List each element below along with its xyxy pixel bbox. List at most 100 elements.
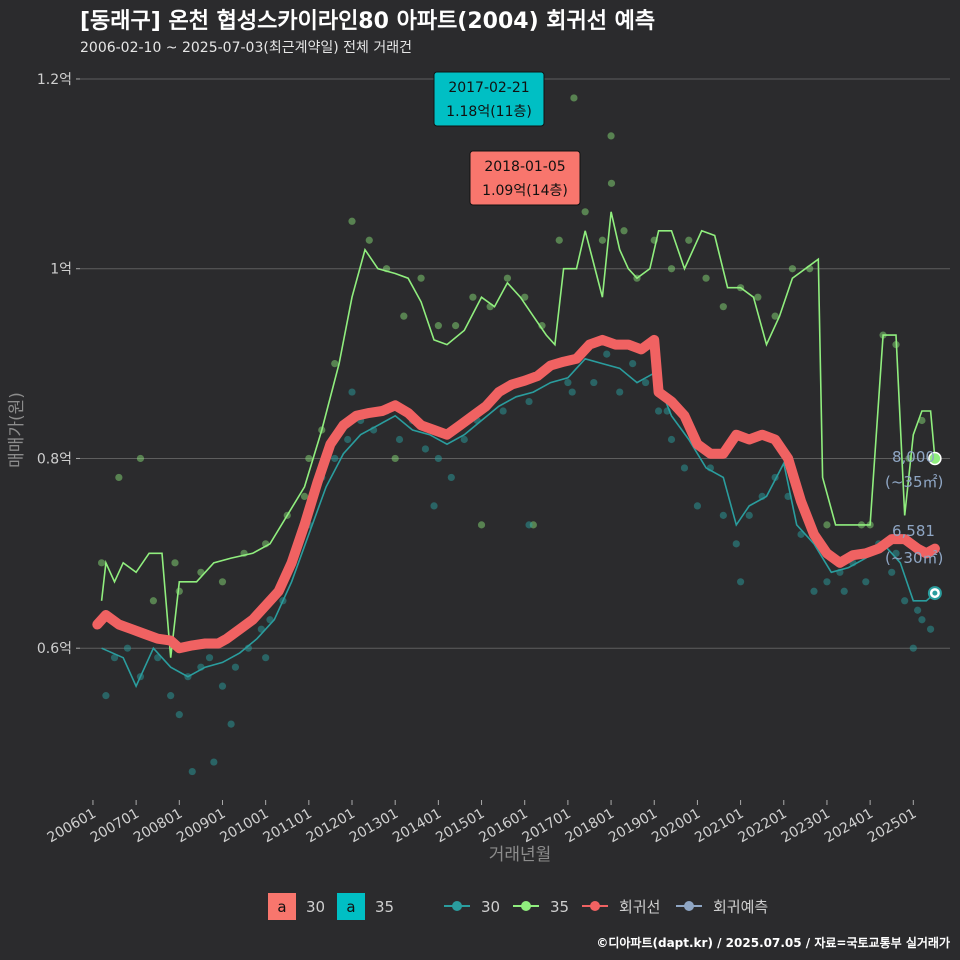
scatter-35-group [97,94,926,605]
scatter-point-30 [395,435,404,444]
scatter-point-30 [568,388,576,396]
scatter-point-35 [620,227,628,235]
scatter-point-30 [331,454,339,463]
legend-point-key-35 [521,901,531,911]
scatter-point-30 [218,682,227,690]
callout-date: 2018-01-05 [484,159,565,175]
scatter-point-35 [417,274,425,282]
scatter-point-35 [702,274,710,282]
scatter-point-30 [901,597,909,605]
scatter-point-35 [719,303,727,311]
end-point-35 [928,451,942,466]
legend-key-fill-30 [268,893,296,920]
scatter-point-35 [823,521,831,529]
legend-label-regression: 회귀선 [619,898,660,916]
scatter-point-30 [840,587,848,595]
scatter-point-30 [616,388,624,396]
scatter-point-30 [205,654,214,662]
scatter-point-35 [771,312,779,320]
scatter-point-30 [603,350,611,358]
scatter-point-30 [823,578,831,586]
scatter-point-35 [136,454,145,463]
scatter-point-30 [421,445,430,453]
scatter-point-30 [590,378,598,387]
series-line-regression [92,334,940,654]
scatter-point-35 [391,454,399,463]
credit-text: ©디아파트(dapt.kr) / 2025.07.05 / 자료=국토교통부 실… [596,935,950,950]
scatter-point-30 [167,692,175,700]
scatter-point-30 [736,578,745,586]
scatter-point-30 [654,407,663,415]
scatter-point-30 [745,511,753,519]
legend-point-key-30 [452,901,462,911]
scatter-point-30 [175,711,183,719]
scatter-point-35 [555,236,563,244]
scatter-point-30 [693,502,702,510]
scatter-point-30 [434,454,442,463]
series-line-35 [100,211,936,658]
scatter-point-30 [499,407,507,415]
scatter-point-30 [680,464,689,472]
series-line-30 [101,357,936,689]
scatter-point-30 [210,758,218,766]
legend-label-line-30: 30 [481,898,500,916]
legend-point-key-regression [590,901,600,911]
end-point-30-core [932,590,938,596]
scatter-point-30 [909,644,917,652]
legend-label-fill-35: 35 [375,898,394,916]
scatter-point-30 [525,397,533,406]
scatter-point-35 [570,94,578,102]
scatter-point-30 [430,502,438,510]
legend-label-line-35: 35 [550,898,569,916]
scatter-point-30 [810,587,818,595]
scatter-point-30 [447,473,455,482]
scatter-point-35 [581,208,589,216]
scatter-point-30 [227,720,235,728]
scatter-point-30 [102,692,110,700]
scatter-point-35 [115,473,123,482]
callout-box [469,150,581,206]
scatter-point-30 [719,511,727,519]
scatter-point-30 [564,378,572,387]
legend-key-glyph-30: a [277,898,286,916]
legend: a 30 a 35 30 35 회귀선 회귀예측 [268,893,768,920]
y-tick-label: 0.6억 [37,641,72,657]
y-axis-title: 매매가(원) [7,392,27,468]
end-points [927,451,942,601]
scatter-point-35 [452,322,460,330]
y-tick-label: 1억 [50,262,72,278]
scatter-point-35 [434,322,442,330]
y-tick-label: 1.2억 [37,72,72,88]
series-lines [92,211,940,689]
scatter-point-30 [888,568,896,576]
scatter-point-30 [926,625,935,633]
scatter-point-35 [503,274,512,282]
scatter-point-30 [344,435,352,444]
scatter-point-35 [469,293,477,301]
callout-value: 1.18억(11층) [446,104,532,120]
scatter-point-30 [262,654,270,662]
scatter-point-35 [667,265,676,273]
end-label-35-value: 8,000 [892,448,935,466]
callout-box [433,71,545,127]
legend-key-fill-35 [337,893,365,920]
scatter-point-35 [685,236,693,244]
scatter-point-35 [400,312,408,320]
legend-point-key-forecast [684,901,694,911]
scatter-point-30 [525,521,533,529]
scatter-point-30 [918,616,926,624]
scatter-point-30 [732,540,740,548]
scatter-point-30 [110,654,119,662]
callouts: 2017-02-21 1.18억(11층) 2018-01-05 1.09억(14층) [433,71,581,206]
x-axis-title: 거래년월 [489,845,552,865]
scatter-point-35 [348,217,356,225]
scatter-point-35 [331,359,339,368]
scatter-point-35 [171,559,179,567]
scatter-point-35 [305,454,313,463]
scatter-point-35 [477,521,486,529]
scatter-point-35 [607,179,616,187]
scatter-point-30 [123,644,132,652]
scatter-point-35 [607,132,615,140]
scatter-point-35 [97,559,106,567]
